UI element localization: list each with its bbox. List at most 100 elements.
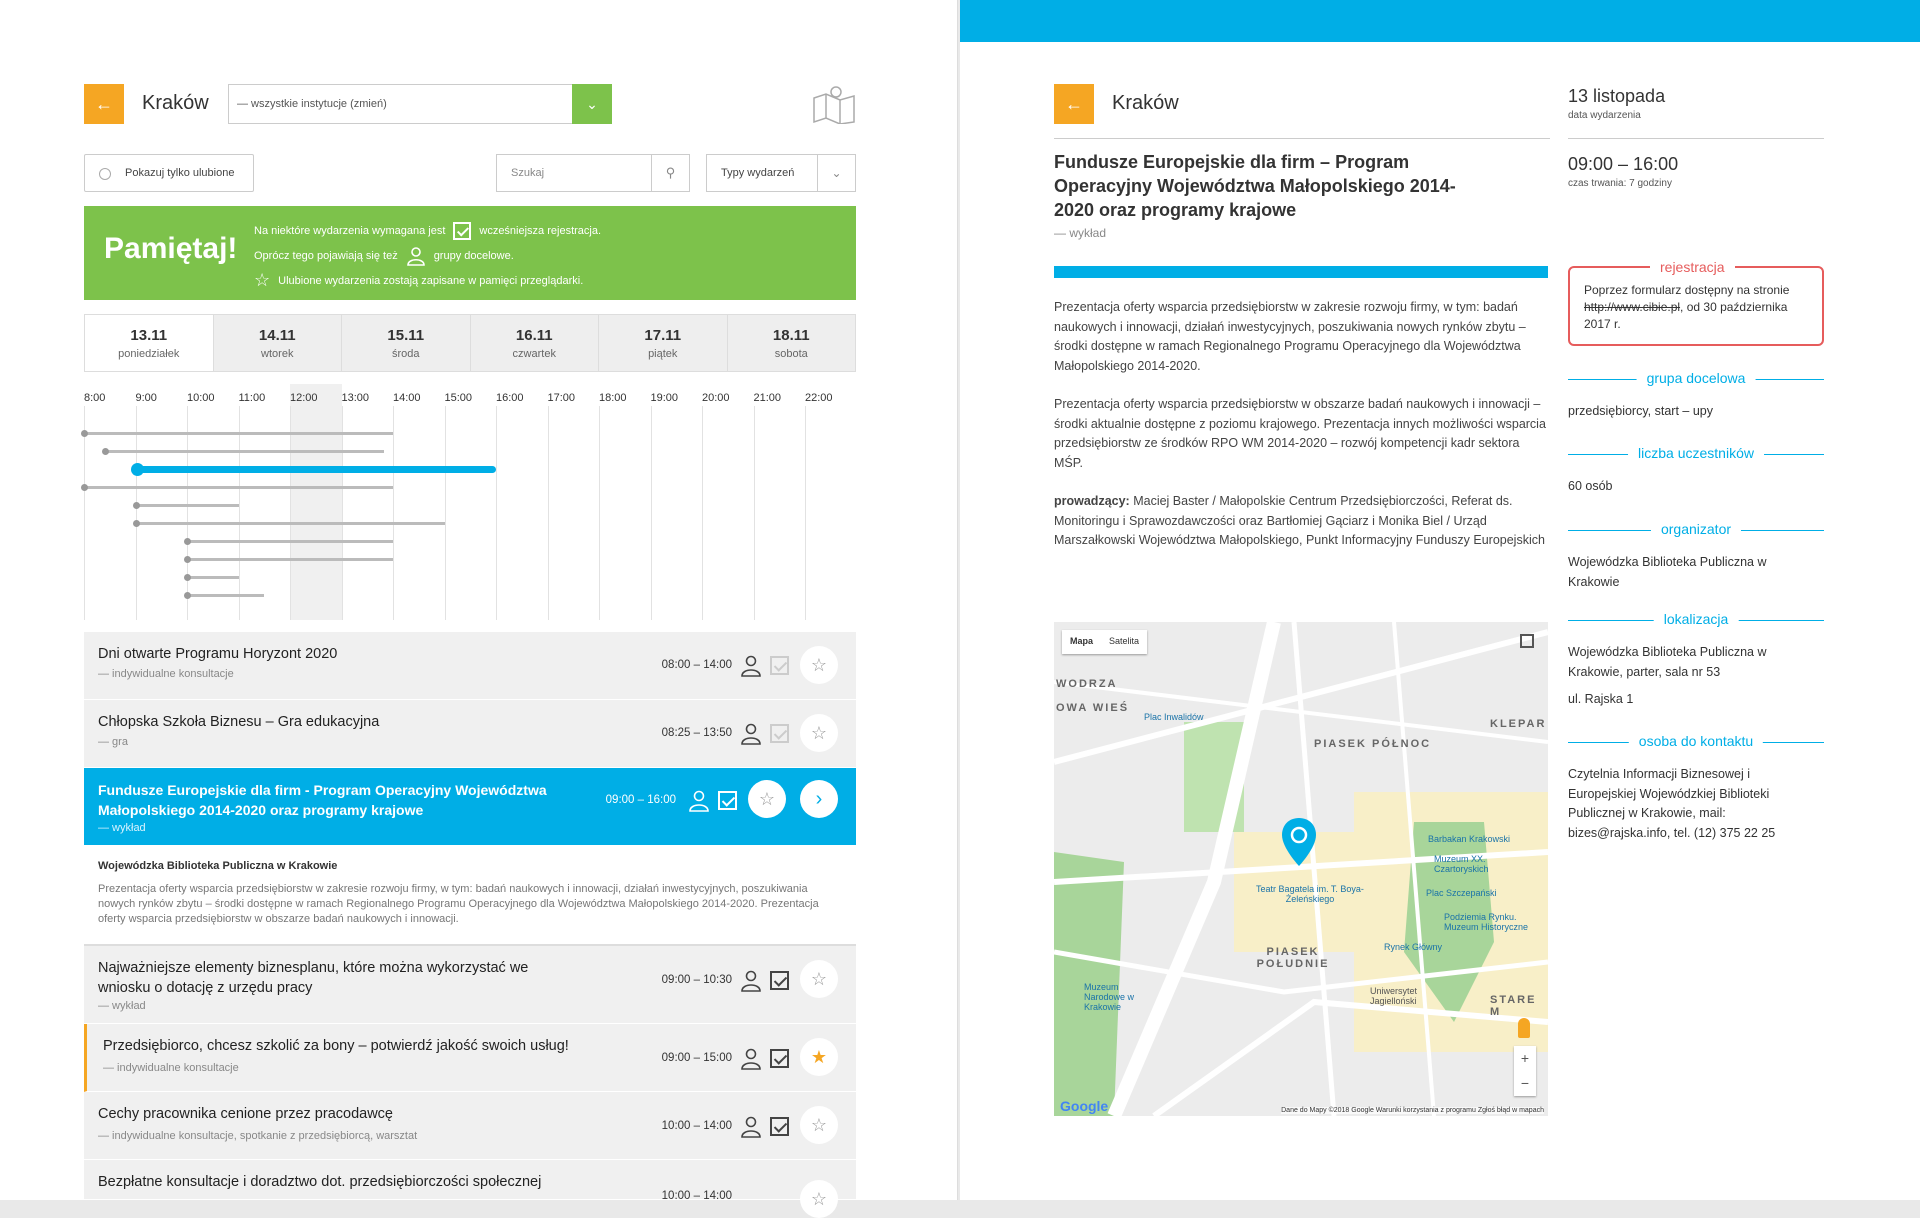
event-types-dropdown[interactable]: Typy wydarzeń ⌄ (706, 154, 856, 192)
chevron-down-icon[interactable]: ⌄ (572, 84, 612, 124)
timeline-bar[interactable] (187, 576, 239, 579)
tab-day-1[interactable]: 14.11 wtorek (213, 315, 342, 371)
hour-label: 21:00 (753, 392, 782, 404)
map-footer[interactable]: Dane do Mapy ©2018 Google Warunki korzys… (1281, 1107, 1544, 1114)
map-type-tabs[interactable]: Mapa Satelita (1062, 630, 1148, 654)
user-icon (741, 1116, 761, 1138)
favorite-star-button[interactable]: ★ (800, 1038, 838, 1076)
hour-gridline (135, 406, 137, 620)
map-canvas[interactable] (1054, 622, 1548, 1116)
zoom-in-button[interactable]: + (1520, 1050, 1530, 1066)
radio-icon[interactable] (99, 168, 111, 180)
map-place: Rynek Główny (1384, 942, 1443, 952)
tab-day-2[interactable]: 15.11 środa (342, 315, 471, 371)
user-icon (741, 970, 761, 992)
location-pin-icon[interactable] (1282, 818, 1316, 866)
city-title: Kraków (1112, 92, 1179, 114)
favorites-toggle[interactable]: Pokazuj tylko ulubione (84, 154, 254, 192)
contact-heading: osoba do kontaktu (1568, 733, 1824, 751)
back-button[interactable]: ← (1054, 84, 1094, 124)
timeline-bar[interactable] (187, 558, 393, 561)
timeline-bar[interactable] (84, 486, 393, 489)
event-title: Fundusze Europejskie dla firm - Program … (98, 782, 547, 818)
tab-day-4[interactable]: 17.11 piątek (599, 315, 728, 371)
map-place: Plac Inwalidów (1144, 712, 1204, 722)
timeline-bar-start (184, 556, 191, 563)
timeline-bar[interactable] (187, 540, 393, 543)
search-placeholder: Szukaj (511, 167, 545, 179)
favorite-star-button[interactable]: ☆ (800, 1106, 838, 1144)
fullscreen-icon[interactable] (1520, 634, 1534, 648)
timeline-bar[interactable] (135, 504, 239, 507)
event-row-selected[interactable]: Fundusze Europejskie dla firm - Program … (84, 768, 856, 846)
timeline-bar[interactable] (84, 432, 393, 435)
target-heading: grupa docelowa (1568, 370, 1824, 388)
user-icon (741, 655, 761, 677)
registration-link[interactable]: http://www.cibie.pl (1584, 300, 1681, 314)
favorite-star-button[interactable]: ☆ (800, 714, 838, 752)
timeline-bar[interactable] (187, 594, 265, 597)
event-row-favorite[interactable]: Przedsiębiorco, chcesz szkolić za bony –… (84, 1024, 856, 1092)
event-time: 10:00 – 14:00 (661, 1190, 732, 1202)
count-heading: liczba uczestników (1568, 445, 1824, 463)
timeline-bar[interactable] (135, 522, 445, 525)
hour-gridline (702, 406, 703, 620)
registration-check-icon (718, 791, 737, 810)
event-title: Dni otwarte Programu Horyzont 2020 (98, 646, 338, 662)
count-value: 60 osób (1568, 479, 1613, 493)
presenters: Maciej Baster / Małopolskie Centrum Prze… (1054, 494, 1545, 547)
event-time: 08:25 – 13:50 (661, 727, 732, 739)
event-type: — wykład (1054, 226, 1107, 240)
favorite-star-button[interactable]: ☆ (748, 780, 786, 818)
search-icon[interactable]: ⚲ (651, 155, 689, 191)
location-map[interactable]: Mapa Satelita PIASEK PÓŁNOC PIASEK POŁUDN… (1054, 622, 1548, 1116)
arrow-left-icon: ← (95, 94, 113, 114)
timeline-bar[interactable] (105, 450, 385, 453)
back-button[interactable]: ← (84, 84, 124, 124)
tab-satellite[interactable]: Satelita (1109, 636, 1140, 646)
timeline-bar-selected[interactable] (135, 466, 496, 473)
zoom-controls[interactable]: + − (1514, 1046, 1536, 1096)
favorite-star-button[interactable]: ☆ (800, 1180, 838, 1218)
favorite-star-button[interactable]: ☆ (800, 646, 838, 684)
hour-label: 15:00 (444, 392, 473, 404)
map-place: Uniwersytet Jagielloński (1370, 986, 1418, 1006)
event-title: Fundusze Europejskie dla firm – Program … (1054, 152, 1456, 220)
institution-select[interactable]: — wszystkie instytucje (zmień) ⌄ (228, 84, 612, 124)
hour-gridline (805, 406, 806, 620)
event-time: 09:00 – 16:00 (1568, 154, 1679, 174)
checkbox-icon (453, 222, 472, 240)
presenter-label: prowadzący: (1054, 494, 1130, 508)
hour-label: 22:00 (805, 392, 833, 404)
location-heading: lokalizacja (1568, 611, 1824, 629)
event-time: 09:00 – 10:30 (661, 974, 732, 986)
event-title: Chłopska Szkoła Biznesu – Gra edukacyjna (98, 714, 380, 730)
event-row[interactable]: Cechy pracownika cenione przez pracodawc… (84, 1092, 856, 1160)
event-row[interactable]: Bezpłatne konsultacje i doradztwo dot. p… (84, 1160, 856, 1218)
map-label: OWA WIEŚ (1056, 702, 1130, 714)
tab-map[interactable]: Mapa (1070, 636, 1094, 646)
event-type: — indywidualne konsultacje, spotkanie z … (98, 1130, 418, 1142)
tab-day-3[interactable]: 16.11 czwartek (470, 315, 599, 371)
current-hour-band (290, 384, 342, 620)
event-date: 13 listopada (1568, 86, 1666, 106)
event-row[interactable]: Najważniejsze elementy biznesplanu, któr… (84, 944, 856, 1024)
event-time: 09:00 – 16:00 (605, 794, 676, 806)
map-place: Muzeum XX. Czartoryskich (1434, 854, 1489, 874)
zoom-out-button[interactable]: − (1520, 1075, 1530, 1091)
tab-day-5[interactable]: 18.11 sobota (727, 315, 855, 371)
tab-day-0[interactable]: 13.11 poniedziałek (85, 315, 214, 371)
favorite-star-button[interactable]: ☆ (800, 960, 838, 998)
event-title: Bezpłatne konsultacje i doradztwo dot. p… (98, 1174, 542, 1190)
search-input[interactable]: Szukaj ⚲ (496, 154, 690, 192)
timeline-bar-start (184, 538, 191, 545)
event-row[interactable]: Dni otwarte Programu Horyzont 2020 — ind… (84, 632, 856, 700)
chevron-down-icon[interactable]: ⌄ (817, 155, 855, 191)
event-type: — indywidualne konsultacje (98, 668, 234, 680)
map-icon[interactable] (812, 84, 856, 124)
event-row[interactable]: Chłopska Szkoła Biznesu – Gra edukacyjna… (84, 700, 856, 768)
chevron-right-icon[interactable]: › (800, 780, 838, 818)
street-view-icon[interactable] (1518, 1018, 1530, 1038)
timeline-bar-start (184, 592, 191, 599)
hour-gridline (753, 406, 755, 620)
